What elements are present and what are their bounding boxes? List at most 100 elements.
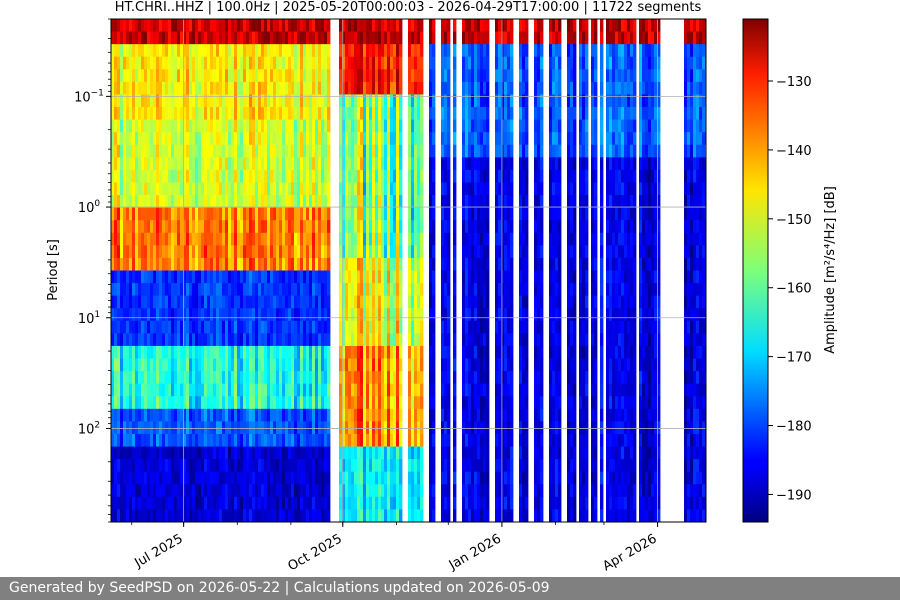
heatmap-cell: [465, 107, 469, 120]
heatmap-cell: [270, 119, 274, 133]
heatmap-cell: [453, 44, 457, 58]
heatmap-cell: [168, 107, 172, 120]
heatmap-cell: [498, 257, 502, 271]
heatmap-cell: [345, 459, 349, 473]
heatmap-cell: [177, 333, 181, 347]
heatmap-cell: [171, 44, 175, 58]
heatmap-cell: [483, 169, 487, 183]
heatmap-cell: [420, 484, 424, 498]
heatmap-cell: [444, 396, 448, 410]
heatmap-cell: [501, 358, 505, 372]
heatmap-cell: [180, 195, 184, 209]
heatmap-cell: [342, 94, 346, 108]
heatmap-cell: [210, 459, 214, 473]
heatmap-cell: [453, 320, 457, 334]
heatmap-cell: [396, 496, 400, 510]
heatmap-cell: [114, 31, 118, 45]
heatmap-cell: [306, 295, 310, 309]
heatmap-cell: [306, 56, 310, 70]
heatmap-cell: [282, 509, 286, 522]
heatmap-cell: [126, 383, 130, 397]
heatmap-cell: [300, 283, 304, 297]
heatmap-cell: [231, 421, 235, 435]
heatmap-cell: [504, 484, 508, 498]
heatmap-cell: [243, 169, 247, 183]
heatmap-cell: [237, 81, 241, 95]
heatmap-cell: [129, 446, 133, 460]
heatmap-cell: [213, 308, 217, 322]
heatmap-cell: [324, 169, 328, 183]
heatmap-cell: [477, 396, 481, 410]
heatmap-cell: [153, 169, 157, 183]
heatmap-cell: [282, 232, 286, 246]
heatmap-cell: [390, 295, 394, 309]
heatmap-cell: [144, 358, 148, 372]
heatmap-cell: [375, 31, 379, 45]
heatmap-cell: [414, 496, 418, 510]
heatmap-cell: [288, 446, 292, 460]
heatmap-cell: [177, 295, 181, 309]
heatmap-cell: [285, 270, 289, 284]
heatmap-cell: [294, 358, 298, 372]
heatmap-cell: [315, 396, 319, 410]
heatmap-cell: [519, 169, 523, 183]
heatmap-cell: [285, 496, 289, 510]
heatmap-cell: [195, 245, 199, 259]
heatmap-cell: [285, 220, 289, 234]
heatmap-cell: [522, 270, 526, 284]
heatmap-cell: [222, 333, 226, 347]
heatmap-cell: [228, 44, 232, 58]
heatmap-cell: [504, 94, 508, 108]
heatmap-cell: [303, 195, 307, 209]
heatmap-cell: [237, 107, 241, 120]
heatmap-cell: [525, 44, 529, 58]
heatmap-cell: [345, 56, 349, 70]
heatmap-cell: [444, 56, 448, 70]
heatmap-cell: [261, 421, 265, 435]
heatmap-cell: [195, 371, 199, 385]
heatmap-cell: [441, 245, 445, 259]
heatmap-cell: [519, 132, 523, 146]
heatmap-cell: [462, 157, 466, 171]
heatmap-cell: [183, 195, 187, 209]
heatmap-cell: [495, 295, 499, 309]
heatmap-cell: [441, 484, 445, 498]
heatmap-cell: [522, 496, 526, 510]
heatmap-cell: [183, 144, 187, 158]
heatmap-cell: [255, 408, 259, 422]
heatmap-cell: [384, 333, 388, 347]
heatmap-cell: [498, 283, 502, 297]
heatmap-cell: [246, 81, 250, 95]
heatmap-cell: [240, 19, 244, 32]
heatmap-cell: [162, 421, 166, 435]
heatmap-cell: [498, 371, 502, 385]
heatmap-cell: [120, 446, 124, 460]
heatmap-cell: [345, 207, 349, 221]
heatmap-cell: [444, 220, 448, 234]
heatmap-cell: [255, 119, 259, 133]
heatmap-cell: [420, 232, 424, 246]
heatmap-cell: [123, 232, 127, 246]
heatmap-cell: [339, 94, 343, 108]
heatmap-cell: [510, 371, 514, 385]
heatmap-cell: [387, 471, 391, 485]
heatmap-cell: [504, 345, 508, 359]
heatmap-cell: [465, 308, 469, 322]
heatmap-cell: [123, 383, 127, 397]
heatmap-cell: [258, 144, 262, 158]
heatmap-cell: [171, 496, 175, 510]
heatmap-cell: [501, 144, 505, 158]
heatmap-cell: [249, 383, 253, 397]
heatmap-cell: [132, 56, 136, 70]
heatmap-cell: [216, 295, 220, 309]
heatmap-cell: [411, 270, 415, 284]
heatmap-cell: [324, 270, 328, 284]
heatmap-cell: [393, 496, 397, 510]
heatmap-cell: [123, 283, 127, 297]
heatmap-cell: [168, 157, 172, 171]
heatmap-cell: [237, 295, 241, 309]
heatmap-cell: [363, 144, 367, 158]
heatmap-cell: [408, 144, 412, 158]
heatmap-cell: [501, 295, 505, 309]
heatmap-cell: [249, 232, 253, 246]
